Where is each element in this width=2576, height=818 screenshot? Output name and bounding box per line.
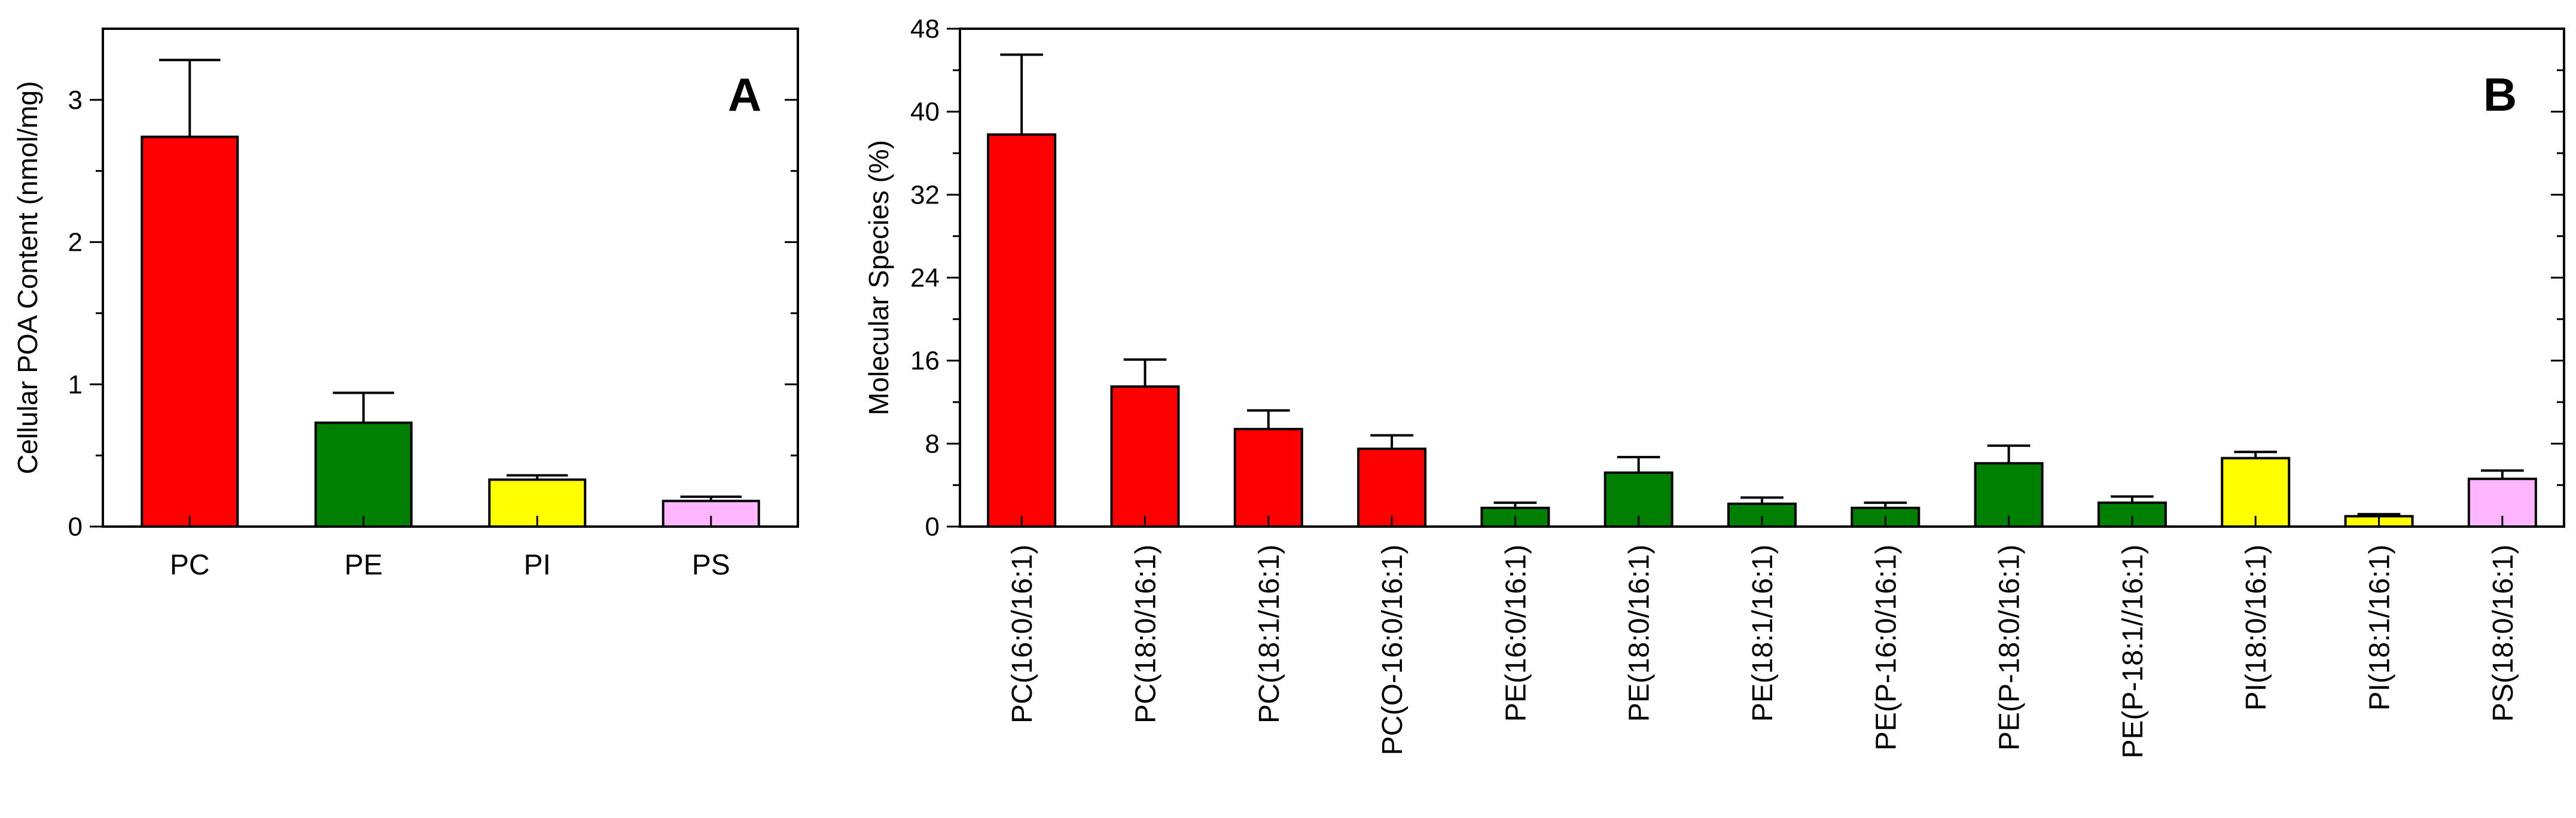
y-tick-label-a-2: 2: [68, 228, 83, 257]
x-tick-label-b-5: PE(18:0/16:1): [1624, 545, 1656, 722]
y-tick-label-a-1: 1: [68, 370, 83, 399]
x-tick-label-b-3: PC(O-16:0/16:1): [1377, 545, 1409, 755]
y-axis-title-b: Molecular Species (%): [863, 140, 894, 415]
x-tick-label-a-1: PE: [345, 549, 383, 581]
y-tick-label-b-3: 24: [910, 263, 940, 293]
x-tick-label-b-6: PE(18:1/16:1): [1747, 545, 1779, 722]
y-tick-label-a-3: 3: [68, 86, 83, 115]
panel-letter-b: B: [2483, 68, 2517, 121]
panel-a-bar-chart: PC PE PI PS 0 1 2 3 Cellular POA Content (nmol/m…: [12, 28, 799, 581]
x-tick-label-b-4: PE(16:0/16:1): [1500, 545, 1532, 722]
x-tick-label-b-12: PS(18:0/16:1): [2487, 545, 2519, 722]
x-tick-label-b-10: PI(18:0/16:1): [2240, 545, 2272, 711]
bar-b-2: [1233, 428, 1303, 528]
y-tick-label-b-6: 48: [910, 14, 940, 44]
y-tick-label-b-5: 40: [910, 98, 940, 127]
bar-b-3: [1357, 448, 1427, 528]
plot-frame-b: [959, 28, 2565, 528]
x-tick-label-a-0: PC: [170, 549, 210, 581]
x-tick-label-a-2: PI: [524, 549, 551, 581]
plot-frame-a: [102, 28, 799, 528]
y-tick-label-b-0: 0: [925, 512, 940, 542]
x-tick-label-b-9: PE(P-18:1//16:1): [2117, 545, 2149, 759]
bar-a-0: [141, 135, 239, 528]
x-tick-label-b-11: PI(18:1/16:1): [2364, 545, 2396, 711]
y-tick-label-b-2: 16: [910, 346, 940, 376]
bar-b-0: [987, 133, 1057, 528]
y-tick-label-a-0: 0: [68, 512, 83, 542]
x-tick-label-b-1: PC(18:0/16:1): [1130, 545, 1162, 723]
y-axis-title-a: Cellular POA Content (nmol/mg): [12, 81, 43, 474]
x-tick-label-a-3: PS: [692, 549, 730, 581]
panel-letter-a: A: [728, 68, 761, 121]
bar-b-1: [1110, 385, 1180, 528]
x-tick-label-b-0: PC(16:0/16:1): [1007, 545, 1038, 723]
x-tick-label-b-7: PE(P-16:0/16:1): [1870, 545, 1902, 750]
panel-b-bar-chart: PC(16:0/16:1) PC(18:0/16:1) PC(18:1/16:1) P…: [863, 14, 2565, 759]
x-tick-label-b-2: PC(18:1/16:1): [1254, 545, 1285, 723]
bar-a-1: [314, 421, 413, 528]
x-tick-label-b-8: PE(P-18:0/16:1): [1994, 545, 2026, 750]
bar-a-3: [661, 500, 760, 528]
y-tick-label-b-4: 32: [910, 180, 940, 209]
y-tick-label-b-1: 8: [925, 429, 940, 458]
